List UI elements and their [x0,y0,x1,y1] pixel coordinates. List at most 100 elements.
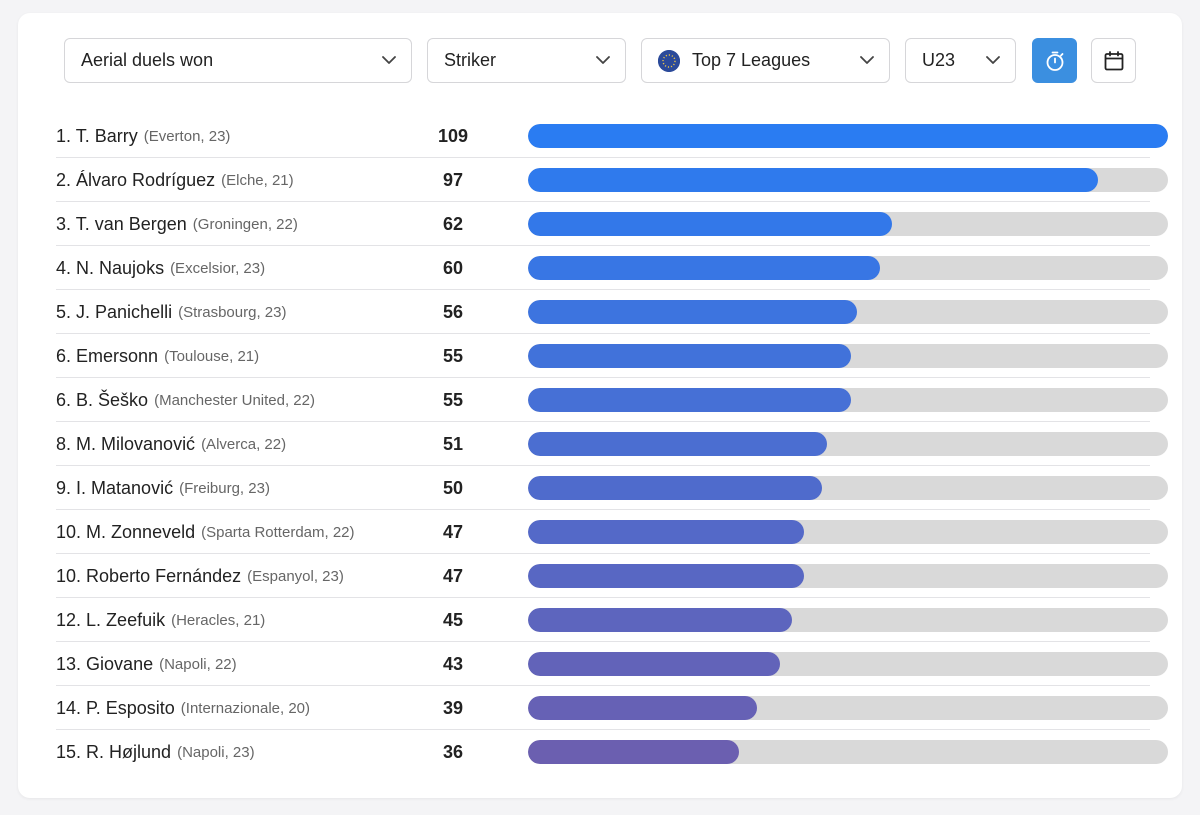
chevron-down-icon [595,53,611,69]
bar-fill [528,124,1168,148]
player-name[interactable]: T. van Bergen [75,213,187,234]
player-club-age: (Sparta Rotterdam, 22) [201,523,355,541]
player-cell: 13. Giovane (Napoli, 22) [56,642,416,686]
metric-dropdown[interactable]: Aerial duels won [64,38,412,83]
player-rank: 9. [56,477,72,498]
player-cell: 15. R. Højlund (Napoli, 23) [56,730,416,774]
player-club-age: (Freiburg, 23) [179,479,270,497]
table-row[interactable]: 13. Giovane (Napoli, 22) 43 [56,642,1168,686]
table-row[interactable]: 4. N. Naujoks (Excelsior, 23) 60 [56,246,1168,290]
bar-track [528,520,1168,544]
player-name[interactable]: M. Zonneveld [86,521,196,542]
player-rank: 10. [56,565,82,586]
bar-track [528,432,1168,456]
stat-value: 47 [442,521,464,542]
player-rank: 8. [56,433,72,454]
league-dropdown-label: Top 7 Leagues [692,50,811,70]
table-row[interactable]: 6. Emersonn (Toulouse, 21) 55 [56,334,1168,378]
stat-value: 60 [442,257,464,278]
stat-value: 45 [442,609,464,630]
table-row[interactable]: 3. T. van Bergen (Groningen, 22) 62 [56,202,1168,246]
player-label: 14. P. Esposito [56,698,175,719]
table-row[interactable]: 6. B. Šeško (Manchester United, 22) 55 [56,378,1168,422]
player-label: 12. L. Zeefuik [56,610,165,631]
player-rank: 13. [56,653,82,674]
bar-fill [528,564,804,588]
globe-icon [658,49,680,72]
player-label: 10. Roberto Fernández [56,566,241,587]
player-cell: 10. Roberto Fernández (Espanyol, 23) [56,554,416,598]
player-label: 8. M. Milovanović [56,434,195,455]
table-row[interactable]: 2. Álvaro Rodríguez (Elche, 21) 97 [56,158,1168,202]
bar-fill [528,212,893,236]
calendar-button[interactable] [1091,38,1136,83]
player-cell: 12. L. Zeefuik (Heracles, 21) [56,598,416,642]
position-dropdown[interactable]: Striker [427,38,626,83]
player-cell: 3. T. van Bergen (Groningen, 22) [56,202,416,246]
age-dropdown[interactable]: U23 [905,38,1016,83]
timer-button[interactable] [1032,38,1077,83]
player-cell: 6. Emersonn (Toulouse, 21) [56,334,416,378]
player-name[interactable]: R. Højlund [86,741,172,762]
player-cell: 6. B. Šeško (Manchester United, 22) [56,378,416,422]
player-rank: 10. [56,521,82,542]
table-row[interactable]: 10. M. Zonneveld (Sparta Rotterdam, 22) 47 [56,510,1168,554]
bar-track [528,256,1168,280]
table-row[interactable]: 12. L. Zeefuik (Heracles, 21) 45 [56,598,1168,642]
table-row[interactable]: 1. T. Barry (Everton, 23) 109 [56,114,1168,158]
player-cell: 5. J. Panichelli (Strasbourg, 23) [56,290,416,334]
player-name[interactable]: P. Esposito [86,697,175,718]
player-rank: 12. [56,609,82,630]
position-dropdown-label: Striker [444,50,497,70]
player-cell: 14. P. Esposito (Internazionale, 20) [56,686,416,730]
table-row[interactable]: 15. R. Højlund (Napoli, 23) 36 [56,730,1168,774]
stat-value: 56 [442,301,464,322]
player-name[interactable]: J. Panichelli [76,301,173,322]
player-name[interactable]: I. Matanović [76,477,174,498]
bar-track [528,564,1168,588]
player-rank: 4. [56,257,72,278]
bar-fill [528,608,793,632]
player-rank: 6. [56,345,72,366]
bar-track [528,300,1168,324]
calendar-icon [1103,50,1125,72]
table-row[interactable]: 14. P. Esposito (Internazionale, 20) 39 [56,686,1168,730]
player-name[interactable]: Giovane [86,653,154,674]
table-row[interactable]: 8. M. Milovanović (Alverca, 22) 51 [56,422,1168,466]
stat-value: 36 [442,741,464,762]
bar-track [528,608,1168,632]
bar-fill [528,168,1098,192]
player-club-age: (Manchester United, 22) [154,391,315,409]
stat-value: 62 [442,213,464,234]
league-dropdown[interactable]: Top 7 Leagues [641,38,890,83]
player-name[interactable]: Álvaro Rodríguez [76,169,216,190]
player-name[interactable]: Emersonn [76,345,159,366]
bar-track [528,740,1168,764]
bar-track [528,696,1168,720]
bar-fill [528,740,740,764]
table-row[interactable]: 5. J. Panichelli (Strasbourg, 23) 56 [56,290,1168,334]
stat-value: 39 [442,697,464,718]
player-name[interactable]: M. Milovanović [76,433,196,454]
stat-value: 109 [437,125,469,146]
player-club-age: (Espanyol, 23) [247,567,344,585]
bar-track [528,212,1168,236]
player-name[interactable]: T. Barry [75,125,138,146]
player-rank: 5. [56,301,72,322]
player-name[interactable]: L. Zeefuik [86,609,166,630]
filter-toolbar: Aerial duels won Striker Top 7 Leagues [64,38,1136,83]
player-label: 5. J. Panichelli [56,302,172,323]
player-label: 15. R. Højlund [56,742,171,763]
stopwatch-icon [1044,50,1066,72]
bar-fill [528,696,757,720]
player-label: 4. N. Naujoks [56,258,164,279]
bar-track [528,388,1168,412]
table-row[interactable]: 9. I. Matanović (Freiburg, 23) 50 [56,466,1168,510]
player-club-age: (Groningen, 22) [192,215,298,233]
table-row[interactable]: 10. Roberto Fernández (Espanyol, 23) 47 [56,554,1168,598]
player-name[interactable]: Roberto Fernández [86,565,242,586]
leaderboard-card: Aerial duels won Striker Top 7 Leagues [18,13,1182,798]
player-name[interactable]: B. Šeško [76,389,149,410]
age-dropdown-label: U23 [922,50,956,70]
player-name[interactable]: N. Naujoks [76,257,165,278]
